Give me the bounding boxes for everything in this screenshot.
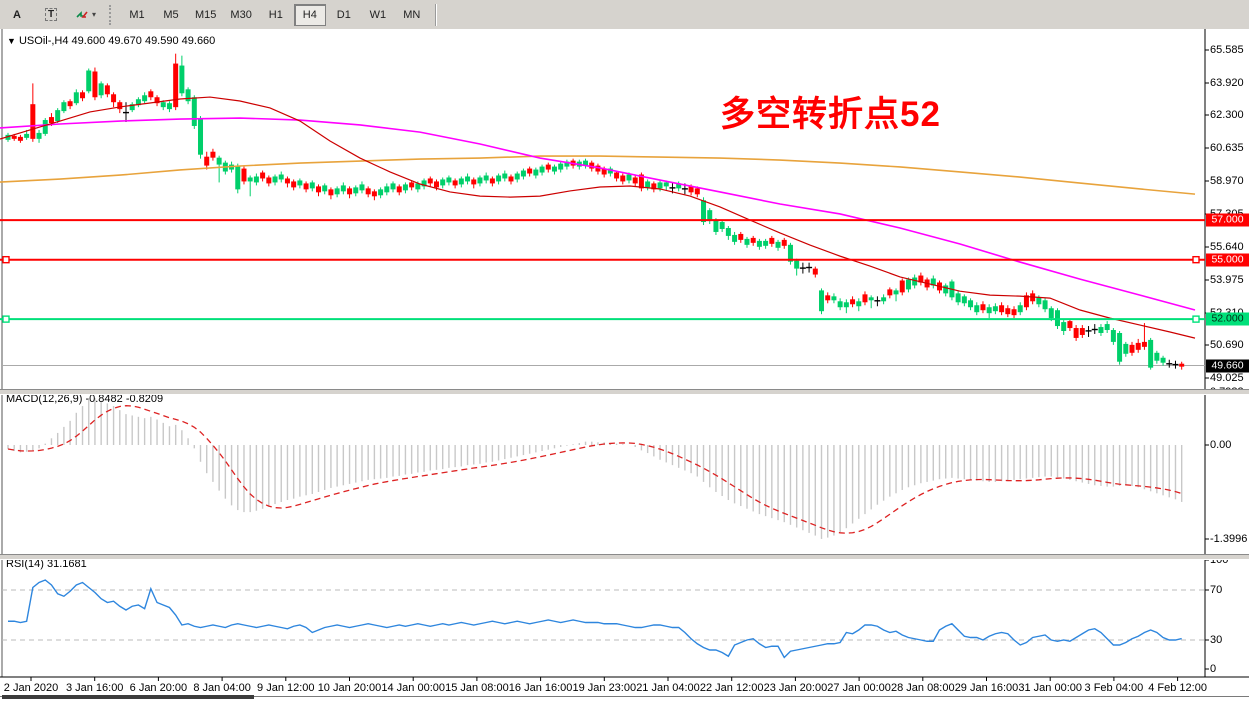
macd-indicator-label: MACD(12,26,9) -0.8482 -0.8209: [6, 393, 164, 405]
macd-axis-label: -1.3996: [1210, 533, 1248, 545]
chart-canvas[interactable]: [0, 29, 1249, 701]
horizontal-scrollbar-track[interactable]: [0, 696, 1249, 700]
chart-annotation-text: 多空转折点52: [720, 95, 941, 134]
time-axis-label: 29 Jan 16:00: [954, 682, 1019, 694]
arrows-icon: [76, 10, 88, 18]
timeframe-button-m5[interactable]: M5: [155, 3, 188, 26]
timeframe-buttons: M1 M5 M15 M30 H1 H4 D1 W1 MN: [120, 3, 429, 26]
time-axis-label: 19 Jan 23:00: [572, 682, 637, 694]
time-axis-label: 3 Jan 16:00: [65, 682, 124, 694]
price-axis-label: 55.640: [1210, 241, 1244, 253]
time-axis-label: 27 Jan 00:00: [827, 682, 891, 694]
chart-area[interactable]: ▼ USOil-,H4 49.600 49.670 49.590 49.660 …: [0, 29, 1249, 701]
cursor-tool-button[interactable]: A: [1, 3, 33, 26]
time-axis-label: 2 Jan 2020: [3, 682, 59, 694]
chevron-down-icon: ▾: [92, 10, 97, 19]
text-tool-button[interactable]: T: [35, 3, 67, 26]
time-axis-label: 3 Feb 04:00: [1084, 682, 1144, 694]
timeframe-button-h1[interactable]: H1: [259, 3, 292, 26]
time-axis-label: 23 Jan 20:00: [763, 682, 828, 694]
rsi-axis-label: 0: [1210, 663, 1217, 675]
toolbar-grip[interactable]: [109, 4, 114, 25]
symbol-title: ▼ USOil-,H4 49.600 49.670 49.590 49.660: [7, 35, 215, 47]
time-axis-label: 8 Jan 04:00: [193, 682, 251, 694]
price-axis-label: 49.025: [1210, 372, 1244, 384]
rsi-axis-label: 70: [1210, 584, 1223, 596]
timeframe-button-w1[interactable]: W1: [361, 3, 394, 26]
toolbar: A T ▾ M1 M5 M15 M30 H1 H4 D1 W1 MN: [0, 0, 1249, 30]
price-badge-49.660: 49.660: [1206, 359, 1249, 373]
price-axis-label: 53.975: [1210, 274, 1244, 286]
time-axis-label: 15 Jan 08:00: [445, 682, 509, 694]
time-axis-label: 21 Jan 04:00: [636, 682, 700, 694]
text-icon: T: [44, 8, 58, 21]
price-axis-label: 58.970: [1210, 175, 1244, 187]
time-axis-label: 10 Jan 20:00: [317, 682, 382, 694]
time-axis-label: 22 Jan 12:00: [699, 682, 764, 694]
symbol-dropdown-icon[interactable]: ▼: [7, 36, 16, 46]
rsi-indicator-label: RSI(14) 31.1681: [6, 558, 87, 570]
timeframe-button-h4[interactable]: H4: [293, 3, 326, 26]
price-axis-label: 60.635: [1210, 142, 1244, 154]
price-badge-55.000: 55.000: [1206, 253, 1249, 267]
timeframe-button-mn[interactable]: MN: [395, 3, 428, 26]
panel-separator-rsi[interactable]: [0, 554, 1249, 560]
price-axis-label: 50.690: [1210, 339, 1244, 351]
macd-axis-label: 0.00: [1210, 439, 1232, 451]
panel-separator-macd[interactable]: [0, 389, 1249, 395]
time-axis-label: 14 Jan 00:00: [381, 682, 445, 694]
horizontal-scrollbar-thumb[interactable]: [2, 695, 254, 699]
time-axis-label: 16 Jan 16:00: [508, 682, 573, 694]
time-axis-label: 9 Jan 12:00: [257, 682, 315, 694]
symbol-ohlc-text: USOil-,H4 49.600 49.670 49.590 49.660: [18, 35, 216, 47]
timeframe-button-m1[interactable]: M1: [121, 3, 154, 26]
time-axis-label: 31 Jan 00:00: [1018, 682, 1082, 694]
timeframe-button-m30[interactable]: M30: [224, 3, 258, 26]
time-axis-label: 6 Jan 20:00: [129, 682, 188, 694]
price-axis-label: 65.585: [1210, 44, 1244, 56]
price-badge-52.000: 52.000: [1206, 312, 1249, 326]
time-axis-label: 28 Jan 08:00: [890, 682, 955, 694]
price-axis-label: 63.920: [1210, 77, 1244, 89]
rsi-axis-label: 30: [1210, 634, 1223, 646]
timeframe-button-d1[interactable]: D1: [327, 3, 360, 26]
price-axis-label: 62.300: [1210, 109, 1244, 121]
timeframe-button-m15[interactable]: M15: [189, 3, 223, 26]
indicator-arrows-button[interactable]: ▾: [69, 3, 103, 26]
toolbar-separator: [434, 3, 437, 26]
time-axis-label: 4 Feb 12:00: [1148, 682, 1207, 694]
price-badge-57.000: 57.000: [1206, 213, 1249, 227]
